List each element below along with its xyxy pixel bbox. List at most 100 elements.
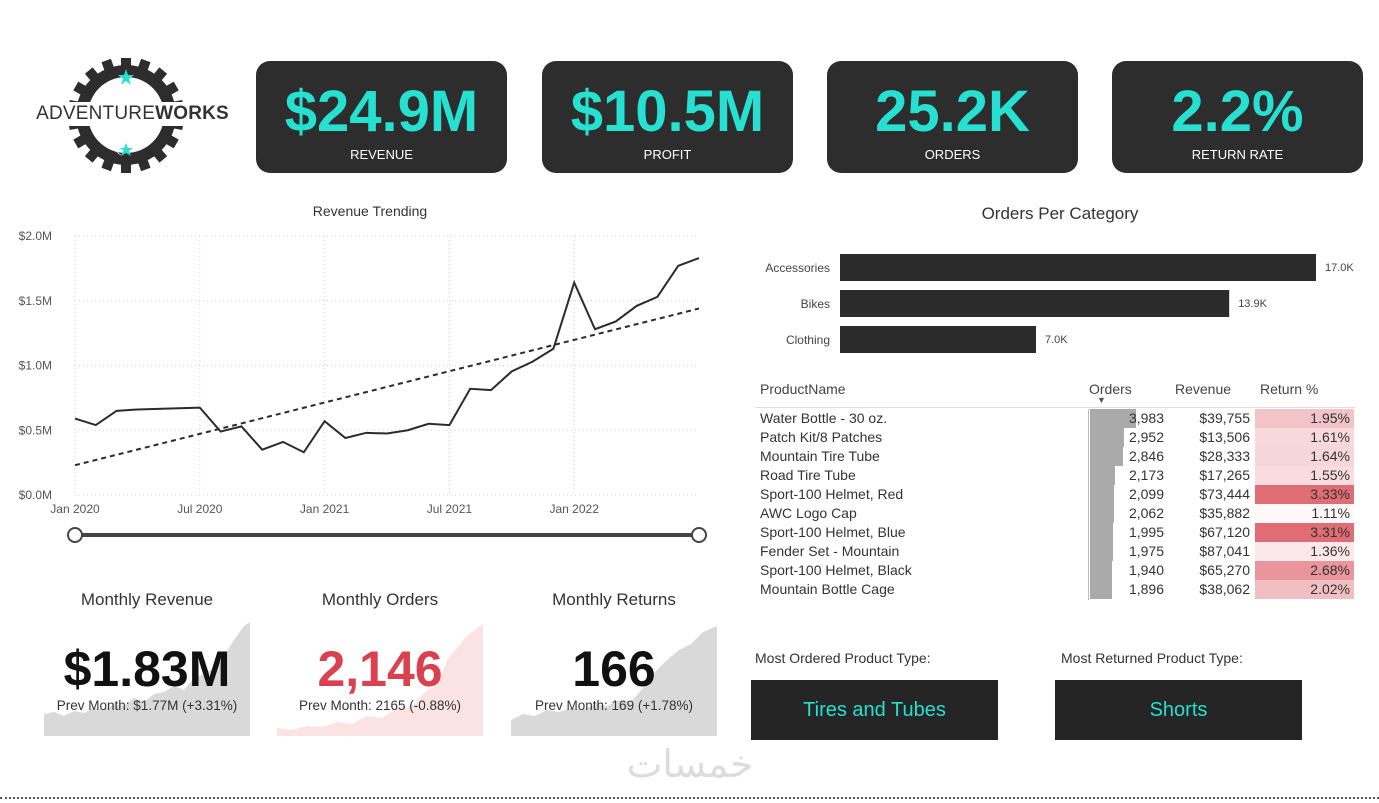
cell-product-name: Sport-100 Helmet, Red <box>760 486 904 502</box>
sparkline-area <box>511 626 717 736</box>
monthly-returns-title: Monthly Returns <box>552 590 676 609</box>
monthly-returns-card: Monthly Returns 166 Prev Month: 169 (+1.… <box>511 590 717 736</box>
category-bar[interactable] <box>840 290 1230 317</box>
orders-databar <box>1090 409 1136 428</box>
cell-product-name: Mountain Bottle Cage <box>760 581 895 597</box>
cell-revenue: $67,120 <box>1199 524 1250 540</box>
cell-return-pct: 3.33% <box>1255 485 1354 504</box>
cell-return-pct: 1.11% <box>1255 504 1354 523</box>
x-tick-label: Jul 2021 <box>427 502 473 516</box>
cell-revenue: $87,041 <box>1199 543 1250 559</box>
kpi-return-rate-label: RETURN RATE <box>1191 147 1284 162</box>
orders-databar <box>1090 523 1114 542</box>
monthly-returns-prev: Prev Month: 169 (+1.78%) <box>535 698 693 713</box>
product-table: ProductName Orders ▼ Revenue Return % Wa… <box>755 378 1355 600</box>
logo-wordmark: ADVENTUREWORKS <box>35 102 230 126</box>
orders-databar <box>1090 542 1113 561</box>
range-slider-start-handle[interactable] <box>67 527 83 543</box>
kpi-orders-card: 25.2K ORDERS <box>827 61 1078 173</box>
y-tick-label: $1.5M <box>19 294 52 308</box>
cell-product-name: Patch Kit/8 Patches <box>760 429 883 445</box>
cell-product-name: Water Bottle - 30 oz. <box>760 410 888 426</box>
table-row[interactable]: Sport-100 Helmet, Red 2,099 $73,444 3.33% <box>755 485 1355 504</box>
category-label: Accessories <box>765 261 830 275</box>
orders-per-category-title: Orders Per Category <box>981 204 1139 223</box>
kpi-revenue-value: $24.9M <box>284 79 479 144</box>
kpi-orders-value: 25.2K <box>875 79 1030 144</box>
sparkline-area <box>277 624 483 736</box>
orders-per-category-chart[interactable]: Accessories 17.0K Bikes 13.9K Clothing 7.0K <box>745 245 1375 360</box>
cell-return-pct: 1.61% <box>1255 428 1354 447</box>
cell-orders: 2,846 <box>1128 448 1164 464</box>
orders-databar <box>1090 580 1112 599</box>
table-row[interactable]: Fender Set - Mountain 1,975 $87,041 1.36% <box>755 542 1355 561</box>
table-row[interactable]: Mountain Bottle Cage 1,896 $38,062 2.02% <box>755 580 1355 599</box>
monthly-orders-title: Monthly Orders <box>321 590 439 609</box>
cell-revenue: $73,444 <box>1199 486 1250 502</box>
table-row[interactable]: Sport-100 Helmet, Black 1,940 $65,270 2.68% <box>755 561 1355 580</box>
cell-return-pct: 1.64% <box>1255 447 1354 466</box>
monthly-orders-value: 2,146 <box>317 641 443 697</box>
most-ordered-label: Most Ordered Product Type: <box>755 650 931 666</box>
col-header-revenue[interactable]: Revenue <box>1175 381 1232 397</box>
monthly-orders-prev: Prev Month: 2165 (-0.88%) <box>298 698 462 713</box>
cell-revenue: $65,270 <box>1199 562 1250 578</box>
most-returned-value: Shorts <box>1055 680 1302 740</box>
sort-desc-icon[interactable]: ▼ <box>1097 395 1106 405</box>
table-row[interactable]: AWC Logo Cap 2,062 $35,882 1.11% <box>755 504 1355 523</box>
monthly-orders-card: Monthly Orders 2,146 Prev Month: 2165 (-… <box>277 590 483 736</box>
cell-revenue: $39,755 <box>1199 410 1250 426</box>
col-header-productname[interactable]: ProductName <box>760 381 846 397</box>
kpi-profit-label: PROFIT <box>643 147 692 162</box>
table-row[interactable]: Mountain Tire Tube 2,846 $28,333 1.64% <box>755 447 1355 466</box>
cell-return-pct: 1.55% <box>1255 466 1354 485</box>
category-label: Clothing <box>786 333 830 347</box>
table-body: Water Bottle - 30 oz. 3,983 $39,755 1.95% Pa… <box>755 408 1355 599</box>
monthly-revenue-title: Monthly Revenue <box>80 590 214 609</box>
y-tick-label: $2.0M <box>19 229 52 243</box>
bar-value-label: 7.0K <box>1045 334 1068 346</box>
cell-orders: 1,896 <box>1128 581 1164 597</box>
most-returned-label: Most Returned Product Type: <box>1061 650 1243 666</box>
cell-orders: 1,995 <box>1128 524 1164 540</box>
kpi-profit-value: $10.5M <box>570 79 765 144</box>
bottom-divider <box>0 797 1379 799</box>
category-bar[interactable] <box>840 326 1036 353</box>
col-header-orders[interactable]: Orders <box>1089 381 1132 397</box>
monthly-revenue-sparkline <box>44 622 250 736</box>
cell-product-name: Sport-100 Helmet, Blue <box>760 524 906 540</box>
table-row[interactable]: Road Tire Tube 2,173 $17,265 1.55% <box>755 466 1355 485</box>
adventureworks-logo: BIKE SHOP ADVENTUREWORKS <box>30 58 230 173</box>
table-row[interactable]: Water Bottle - 30 oz. 3,983 $39,755 1.95% <box>755 409 1355 428</box>
cell-product-name: Mountain Tire Tube <box>760 448 880 464</box>
most-ordered-value: Tires and Tubes <box>751 680 998 740</box>
watermark: خمسات <box>626 742 754 786</box>
col-header-return[interactable]: Return % <box>1260 381 1319 397</box>
cell-return-pct: 1.95% <box>1255 409 1354 428</box>
category-label: Bikes <box>801 297 830 311</box>
cell-product-name: Fender Set - Mountain <box>760 543 900 559</box>
table-header: ProductName Orders ▼ Revenue Return % <box>755 378 1355 408</box>
table-row[interactable]: Sport-100 Helmet, Blue 1,995 $67,120 3.31% <box>755 523 1355 542</box>
cell-return-pct: 2.68% <box>1255 561 1354 580</box>
orders-databar <box>1090 466 1116 485</box>
kpi-return-rate-value: 2.2% <box>1171 79 1304 144</box>
y-tick-label: $1.0M <box>19 359 52 373</box>
revenue-trending-chart[interactable]: $0.0M $0.5M $1.0M $1.5M $2.0M Jan 2020 Jul 202… <box>0 225 720 550</box>
table-row[interactable]: Patch Kit/8 Patches 2,952 $13,506 1.61% <box>755 428 1355 447</box>
orders-databar <box>1090 485 1115 504</box>
monthly-revenue-value: $1.83M <box>63 641 231 697</box>
cell-revenue: $38,062 <box>1199 581 1250 597</box>
cell-return-pct: 2.02% <box>1255 580 1354 599</box>
orders-databar <box>1090 447 1123 466</box>
orders-databar <box>1090 561 1113 580</box>
gear-icon: BIKE SHOP <box>68 58 184 173</box>
monthly-returns-sparkline <box>511 626 717 736</box>
bar-value-label: 13.9K <box>1238 298 1267 310</box>
monthly-revenue-prev: Prev Month: $1.77M (+3.31%) <box>56 698 238 713</box>
y-tick-label: $0.5M <box>19 423 52 437</box>
range-slider-end-handle[interactable] <box>691 527 707 543</box>
category-bar[interactable] <box>840 254 1316 281</box>
monthly-returns-value: 166 <box>572 641 656 697</box>
cell-orders: 3,983 <box>1128 410 1164 426</box>
